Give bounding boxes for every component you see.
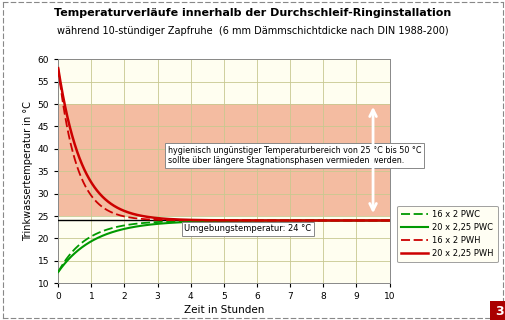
Legend: 16 x 2 PWC, 20 x 2,25 PWC, 16 x 2 PWH, 20 x 2,25 PWH: 16 x 2 PWC, 20 x 2,25 PWC, 16 x 2 PWH, 2…	[396, 205, 497, 262]
Text: hygienisch ungünstiger Temperaturbereich von 25 °C bis 50 °C
sollte über längere: hygienisch ungünstiger Temperaturbereich…	[167, 146, 420, 165]
Text: 3: 3	[494, 305, 502, 318]
Text: während 10-stündiger Zapfruhe  (6 mm Dämmschichtdicke nach DIN 1988-200): während 10-stündiger Zapfruhe (6 mm Dämm…	[57, 26, 448, 36]
Text: Temperaturverläufe innerhalb der Durchschleif-Ringinstallation: Temperaturverläufe innerhalb der Durchsc…	[54, 8, 451, 18]
X-axis label: Zeit in Stunden: Zeit in Stunden	[183, 305, 264, 316]
Y-axis label: Trinkwassertemperatur in °C: Trinkwassertemperatur in °C	[23, 101, 33, 241]
Text: Umgebungstemperatur: 24 °C: Umgebungstemperatur: 24 °C	[184, 224, 311, 233]
Bar	[58, 104, 389, 216]
